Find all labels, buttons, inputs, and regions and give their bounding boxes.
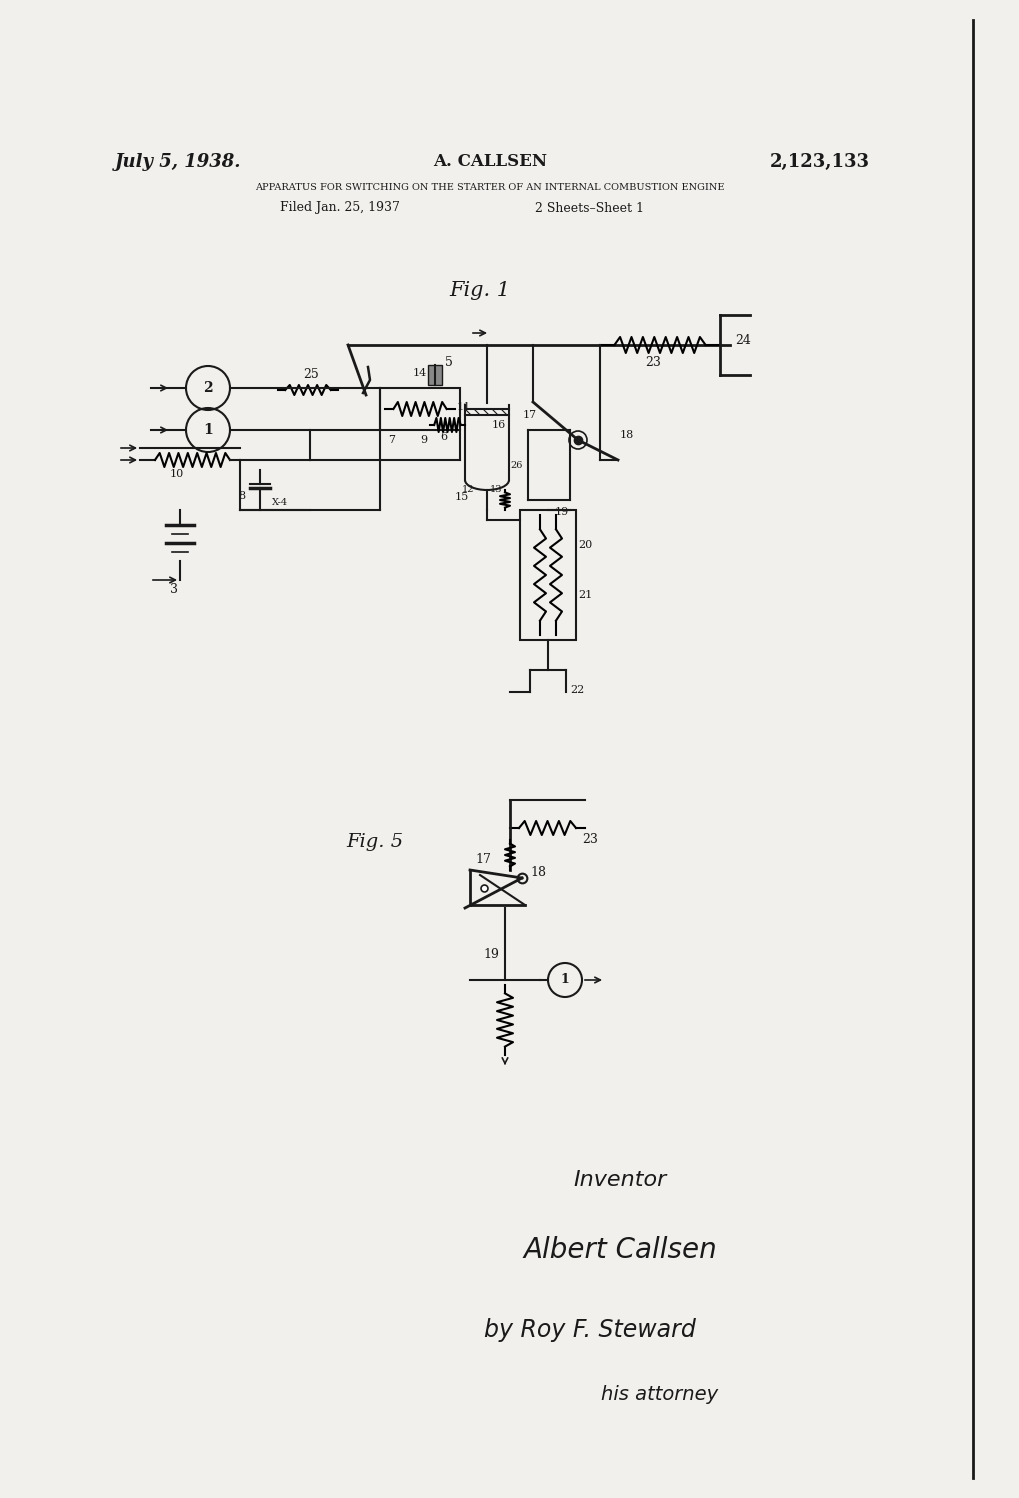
Text: 9: 9 (420, 434, 427, 445)
Text: 12: 12 (462, 485, 474, 494)
Text: his attorney: his attorney (601, 1386, 717, 1405)
Text: 6: 6 (439, 431, 446, 442)
Text: July 5, 1938.: July 5, 1938. (115, 153, 242, 171)
Text: 7: 7 (387, 434, 394, 445)
Text: APPARATUS FOR SWITCHING ON THE STARTER OF AN INTERNAL COMBUSTION ENGINE: APPARATUS FOR SWITCHING ON THE STARTER O… (255, 183, 725, 193)
Text: 21: 21 (578, 590, 592, 601)
Text: 25: 25 (303, 369, 318, 382)
Text: 20: 20 (578, 539, 592, 550)
Text: 2: 2 (203, 380, 213, 395)
Text: Filed Jan. 25, 1937: Filed Jan. 25, 1937 (280, 202, 399, 214)
Text: 16: 16 (491, 419, 505, 430)
Text: Albert Callsen: Albert Callsen (523, 1236, 716, 1264)
Bar (428, 366, 441, 385)
Text: X-4: X-4 (272, 499, 287, 508)
Text: 14: 14 (413, 369, 427, 377)
Text: 15: 15 (454, 491, 469, 502)
Text: Fig. 1: Fig. 1 (449, 280, 510, 300)
Text: by Roy F. Steward: by Roy F. Steward (484, 1318, 695, 1342)
Text: 24: 24 (735, 334, 750, 348)
Text: 2 Sheets–Sheet 1: 2 Sheets–Sheet 1 (535, 202, 644, 214)
Text: 13: 13 (489, 485, 502, 494)
Text: 1: 1 (560, 974, 569, 987)
Text: 10: 10 (170, 469, 184, 479)
Text: 19: 19 (554, 506, 569, 517)
Text: 18: 18 (530, 866, 545, 879)
Text: 26: 26 (510, 460, 522, 469)
Text: 23: 23 (644, 357, 660, 370)
Text: 3: 3 (170, 584, 178, 596)
Text: 2,123,133: 2,123,133 (769, 153, 869, 171)
Text: 17: 17 (523, 410, 537, 419)
Text: 1: 1 (203, 422, 213, 437)
Text: 5: 5 (444, 355, 452, 369)
Text: 23: 23 (582, 833, 597, 846)
Text: 18: 18 (620, 430, 634, 440)
Bar (380, 388, 460, 430)
Text: 11: 11 (457, 401, 471, 412)
Text: 8: 8 (237, 491, 245, 500)
Text: A. CALLSEN: A. CALLSEN (433, 153, 546, 171)
Text: Inventor: Inventor (573, 1170, 666, 1189)
Text: 19: 19 (483, 948, 498, 962)
Text: Fig. 5: Fig. 5 (346, 833, 404, 851)
Bar (520, 509, 576, 640)
Text: 17: 17 (475, 854, 490, 866)
Text: 22: 22 (570, 685, 584, 695)
